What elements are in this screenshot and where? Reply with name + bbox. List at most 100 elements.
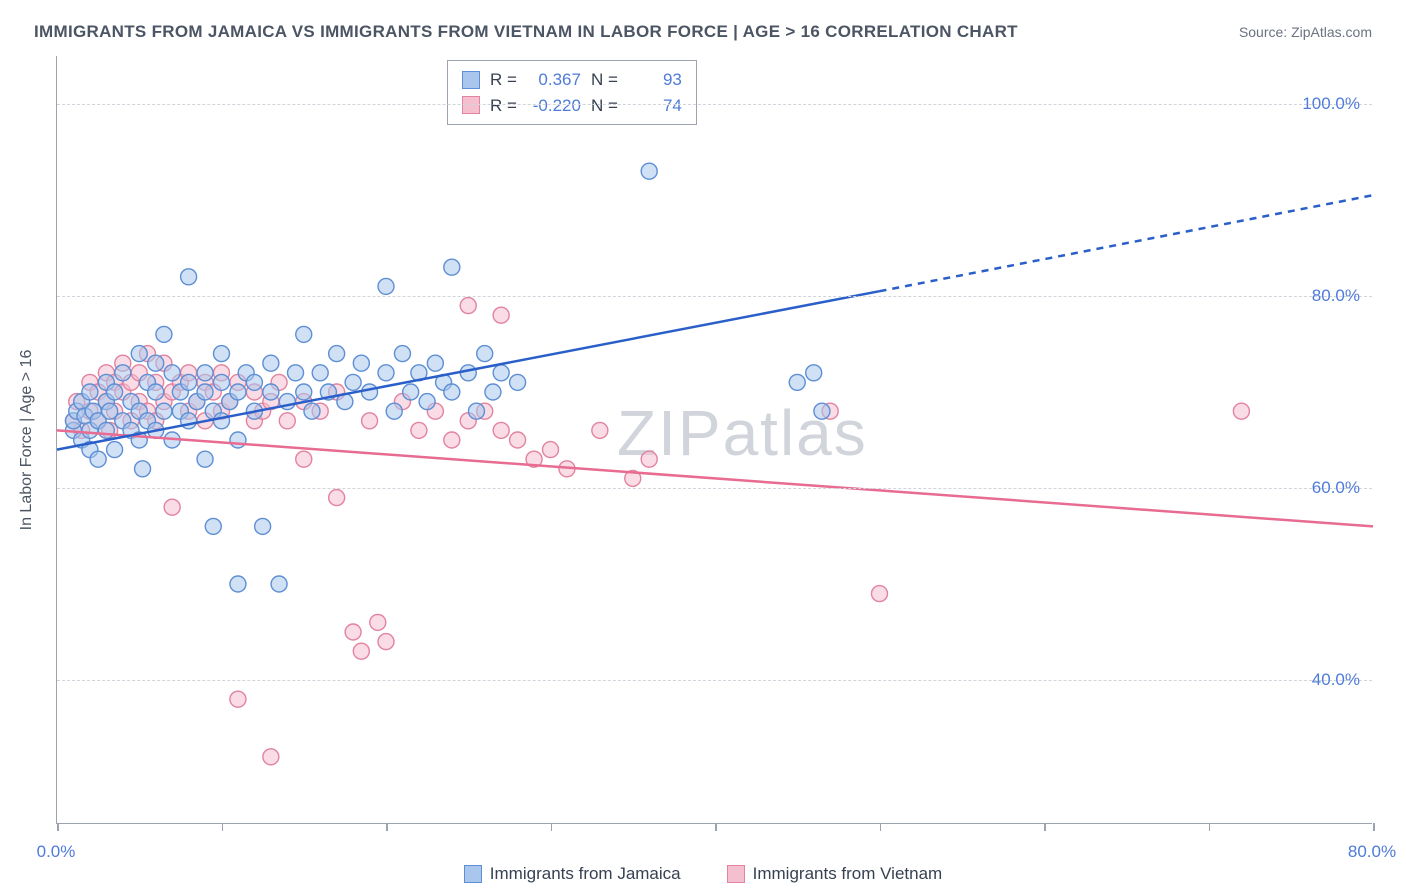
scatter-point xyxy=(468,403,484,419)
legend-swatch-icon xyxy=(462,96,480,114)
scatter-point xyxy=(543,442,559,458)
x-tick xyxy=(1209,823,1211,831)
scatter-point xyxy=(181,374,197,390)
scatter-point xyxy=(271,576,287,592)
scatter-point xyxy=(304,403,320,419)
scatter-point xyxy=(279,413,295,429)
scatter-point xyxy=(230,576,246,592)
scatter-point xyxy=(427,355,443,371)
scatter-point xyxy=(353,643,369,659)
scatter-point xyxy=(806,365,822,381)
scatter-point xyxy=(263,355,279,371)
scatter-point xyxy=(411,422,427,438)
scatter-point xyxy=(386,403,402,419)
scatter-point xyxy=(378,634,394,650)
scatter-point xyxy=(329,490,345,506)
correlation-legend-row: R = -0.220 N = 74 xyxy=(462,93,682,119)
scatter-point xyxy=(378,365,394,381)
scatter-point xyxy=(214,346,230,362)
x-tick xyxy=(222,823,224,831)
stat-label: N = xyxy=(591,67,618,93)
scatter-point xyxy=(370,614,386,630)
scatter-point xyxy=(181,269,197,285)
scatter-point xyxy=(156,403,172,419)
stat-label: R = xyxy=(490,67,517,93)
scatter-point xyxy=(1233,403,1249,419)
stat-value: 93 xyxy=(628,67,682,93)
scatter-point xyxy=(107,442,123,458)
x-tick xyxy=(386,823,388,831)
series-legend: Immigrants from JamaicaImmigrants from V… xyxy=(0,864,1406,884)
scatter-point xyxy=(197,451,213,467)
scatter-point xyxy=(214,413,230,429)
scatter-point xyxy=(148,384,164,400)
stat-label: N = xyxy=(591,93,618,119)
scatter-point xyxy=(230,432,246,448)
legend-swatch-icon xyxy=(464,865,482,883)
scatter-point xyxy=(312,365,328,381)
scatter-point xyxy=(493,365,509,381)
scatter-point xyxy=(641,451,657,467)
scatter-point xyxy=(131,346,147,362)
stat-value: 74 xyxy=(628,93,682,119)
scatter-point xyxy=(263,749,279,765)
scatter-point xyxy=(460,365,476,381)
scatter-point xyxy=(419,394,435,410)
scatter-point xyxy=(296,384,312,400)
scatter-point xyxy=(205,518,221,534)
x-tick xyxy=(715,823,717,831)
scatter-point xyxy=(460,298,476,314)
scatter-point xyxy=(444,384,460,400)
stat-value: 0.367 xyxy=(527,67,581,93)
y-tick-label: 100.0% xyxy=(1302,94,1360,114)
scatter-point xyxy=(164,365,180,381)
scatter-point xyxy=(592,422,608,438)
scatter-point xyxy=(477,346,493,362)
scatter-point xyxy=(493,307,509,323)
x-tick xyxy=(1044,823,1046,831)
scatter-point xyxy=(362,384,378,400)
scatter-point xyxy=(255,518,271,534)
scatter-point xyxy=(90,451,106,467)
scatter-point xyxy=(135,461,151,477)
legend-label: Immigrants from Vietnam xyxy=(753,864,943,884)
scatter-point xyxy=(641,163,657,179)
scatter-point xyxy=(107,384,123,400)
scatter-point xyxy=(230,691,246,707)
scatter-point xyxy=(156,326,172,342)
scatter-point xyxy=(115,365,131,381)
correlation-legend: R = 0.367 N = 93 R = -0.220 N = 74 xyxy=(447,60,697,125)
y-gridline xyxy=(57,488,1372,489)
stat-value: -0.220 xyxy=(527,93,581,119)
y-gridline xyxy=(57,680,1372,681)
y-tick-label: 60.0% xyxy=(1312,478,1360,498)
regression-line xyxy=(880,195,1374,291)
scatter-point xyxy=(345,374,361,390)
source-label: Source: ZipAtlas.com xyxy=(1239,24,1372,40)
chart-title: IMMIGRANTS FROM JAMAICA VS IMMIGRANTS FR… xyxy=(34,22,1018,42)
x-tick-label: 80.0% xyxy=(1348,842,1396,862)
y-tick-label: 40.0% xyxy=(1312,670,1360,690)
scatter-point xyxy=(444,259,460,275)
x-tick-label: 0.0% xyxy=(37,842,76,862)
scatter-point xyxy=(493,422,509,438)
scatter-point xyxy=(263,384,279,400)
scatter-point xyxy=(148,355,164,371)
scatter-point xyxy=(214,374,230,390)
x-tick xyxy=(551,823,553,831)
title-bar: IMMIGRANTS FROM JAMAICA VS IMMIGRANTS FR… xyxy=(34,22,1372,42)
x-tick xyxy=(880,823,882,831)
stat-label: R = xyxy=(490,93,517,119)
scatter-point xyxy=(362,413,378,429)
scatter-point xyxy=(296,326,312,342)
scatter-point xyxy=(444,432,460,448)
scatter-point xyxy=(789,374,805,390)
scatter-point xyxy=(378,278,394,294)
y-axis-label: In Labor Force | Age > 16 xyxy=(18,350,36,531)
scatter-point xyxy=(329,346,345,362)
scatter-point xyxy=(353,355,369,371)
scatter-point xyxy=(345,624,361,640)
scatter-svg xyxy=(57,56,1372,823)
legend-item: Immigrants from Vietnam xyxy=(727,864,943,884)
scatter-point xyxy=(296,451,312,467)
